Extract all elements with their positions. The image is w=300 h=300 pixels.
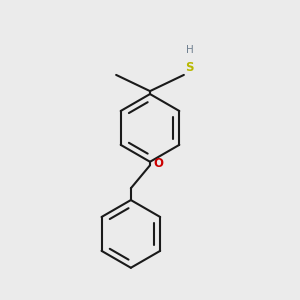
Text: H: H xyxy=(187,45,194,55)
Text: S: S xyxy=(185,61,193,74)
Text: O: O xyxy=(154,157,164,170)
